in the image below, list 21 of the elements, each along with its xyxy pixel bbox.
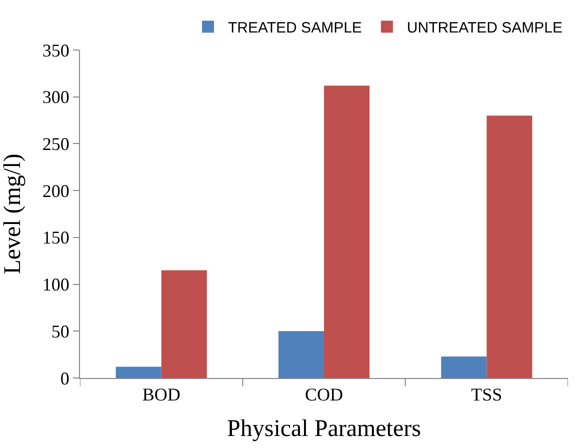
y-tick-label: 350 bbox=[42, 40, 70, 60]
y-tick-label: 100 bbox=[42, 274, 70, 295]
y-tick-label: 150 bbox=[42, 228, 70, 248]
bar bbox=[116, 366, 162, 378]
x-axis-title: Physical Parameters bbox=[227, 416, 421, 442]
legend-label: TREATED SAMPLE bbox=[228, 20, 362, 37]
y-tick-label: 300 bbox=[42, 87, 70, 108]
bar bbox=[324, 86, 370, 378]
y-axis-title: Level (mg/l) bbox=[0, 154, 26, 274]
y-tick-label: 50 bbox=[51, 321, 70, 342]
y-tick-label: 200 bbox=[42, 180, 70, 201]
y-tick-label: 0 bbox=[60, 368, 70, 388]
x-tick-label: BOD bbox=[142, 384, 180, 405]
legend-label: UNTREATED SAMPLE bbox=[406, 20, 563, 37]
y-tick-label: 250 bbox=[42, 134, 70, 154]
x-tick-label: COD bbox=[304, 384, 344, 405]
bar bbox=[161, 270, 207, 378]
x-tick-label: TSS bbox=[471, 384, 502, 405]
bar bbox=[278, 331, 324, 378]
bar bbox=[486, 116, 532, 378]
bar bbox=[441, 356, 487, 378]
